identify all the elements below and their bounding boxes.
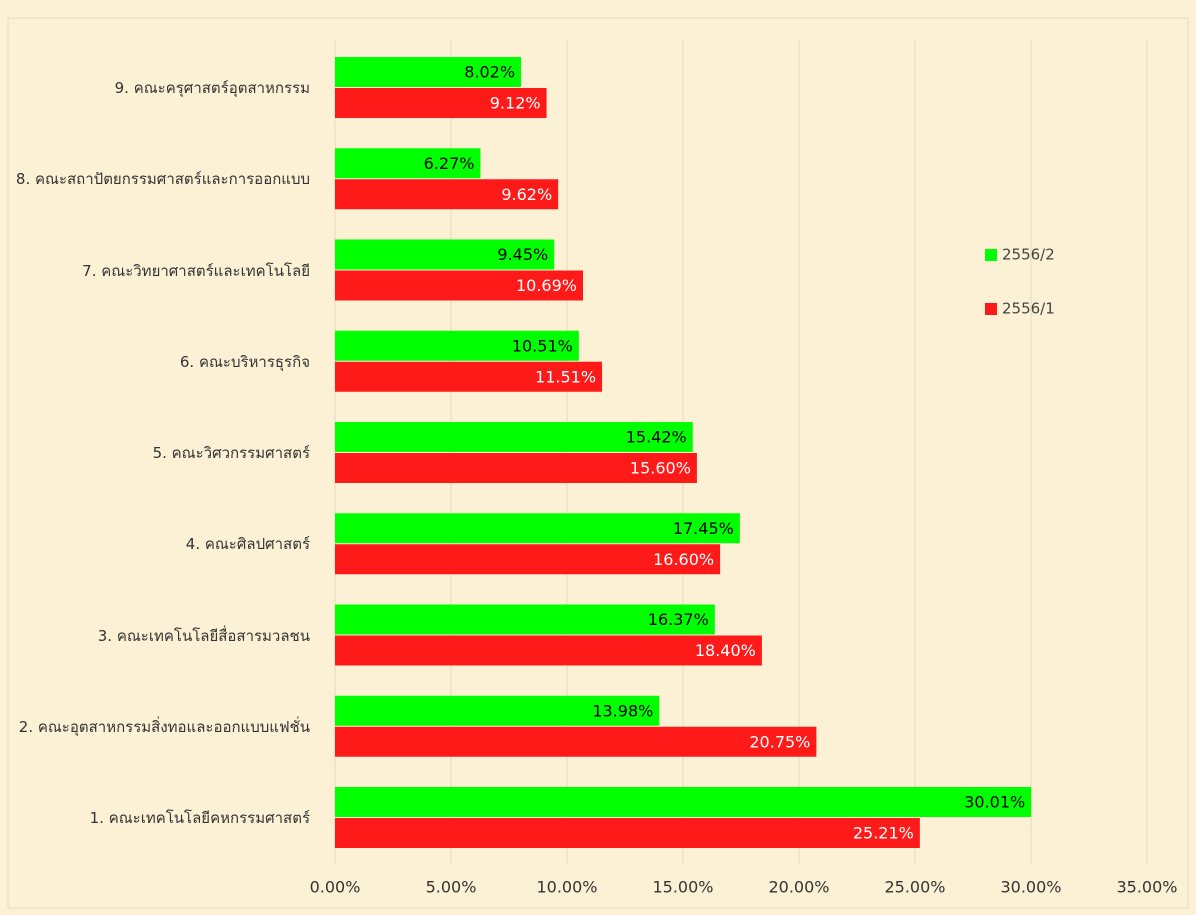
bar: [335, 57, 522, 87]
data-label: 8.02%: [464, 63, 515, 82]
data-label: 25.21%: [853, 824, 914, 843]
data-label: 16.37%: [648, 610, 709, 629]
data-label: 13.98%: [592, 701, 653, 720]
x-tick-label: 0.00%: [310, 878, 361, 897]
bar: [335, 330, 579, 361]
legend-swatch: [985, 249, 997, 261]
bar: [335, 544, 721, 575]
x-tick-label: 10.00%: [536, 878, 597, 897]
data-label: 16.60%: [653, 550, 714, 569]
bar: [335, 695, 660, 726]
x-tick-label: 30.00%: [1000, 878, 1061, 897]
bar: [335, 179, 559, 210]
legend-label: 2556/1: [1002, 300, 1055, 318]
data-label: 20.75%: [749, 732, 810, 751]
legend-label: 2556/2: [1002, 246, 1055, 264]
bar: [335, 88, 547, 118]
y-tick-label: 9. คณะครุศาสตร์อุตสาหกรรม: [114, 79, 310, 97]
bar: [335, 513, 740, 544]
y-tick-label: 2. คณะอุตสาหกรรมสิ่งทอและออกแบบแฟชั่น: [18, 717, 310, 736]
y-tick-label: 4. คณะศิลปศาสตร์: [185, 535, 310, 554]
x-tick-label: 25.00%: [884, 878, 945, 897]
bar: [335, 422, 693, 452]
bar: [335, 818, 920, 848]
x-tick-label: 20.00%: [768, 878, 829, 897]
y-tick-label: 3. คณะเทคโนโลยีสื่อสารมวลชน: [97, 626, 310, 645]
x-tick-label: 5.00%: [426, 878, 477, 897]
bar: [335, 361, 603, 392]
data-label: 18.40%: [695, 641, 756, 660]
y-tick-label: 7. คณะวิทยาศาสตร์และเทคโนโลยี: [82, 261, 310, 280]
data-label: 10.69%: [516, 276, 577, 295]
bar: [335, 726, 817, 757]
bar: [335, 604, 715, 635]
bar: [335, 270, 584, 301]
y-tick-label: 8. คณะสถาปัตยกรรมศาสตร์และการออกแบบ: [15, 170, 310, 189]
data-label: 9.45%: [497, 245, 548, 264]
y-tick-label: 1. คณะเทคโนโลยีคหกรรมศาสตร์: [89, 809, 310, 827]
x-tick-label: 35.00%: [1116, 878, 1177, 897]
bar: [335, 453, 697, 483]
data-label: 15.42%: [626, 428, 687, 447]
x-tick-label: 15.00%: [652, 878, 713, 897]
chart-border: [7, 17, 1189, 909]
data-label: 11.51%: [535, 367, 596, 386]
data-label: 15.60%: [630, 459, 691, 478]
bar: [335, 635, 762, 666]
data-label: 10.51%: [512, 336, 573, 355]
data-label: 17.45%: [673, 519, 734, 538]
y-tick-label: 5. คณะวิศวกรรมศาสตร์: [152, 444, 310, 462]
bar: [335, 239, 555, 270]
data-label: 6.27%: [424, 154, 475, 173]
data-label: 30.01%: [964, 793, 1025, 812]
data-label: 9.12%: [490, 94, 541, 113]
bar: [335, 787, 1032, 817]
y-tick-label: 6. คณะบริหารธุรกิจ: [179, 352, 310, 371]
legend-swatch: [985, 303, 997, 315]
bar: [335, 148, 481, 179]
data-label: 9.62%: [501, 185, 552, 204]
